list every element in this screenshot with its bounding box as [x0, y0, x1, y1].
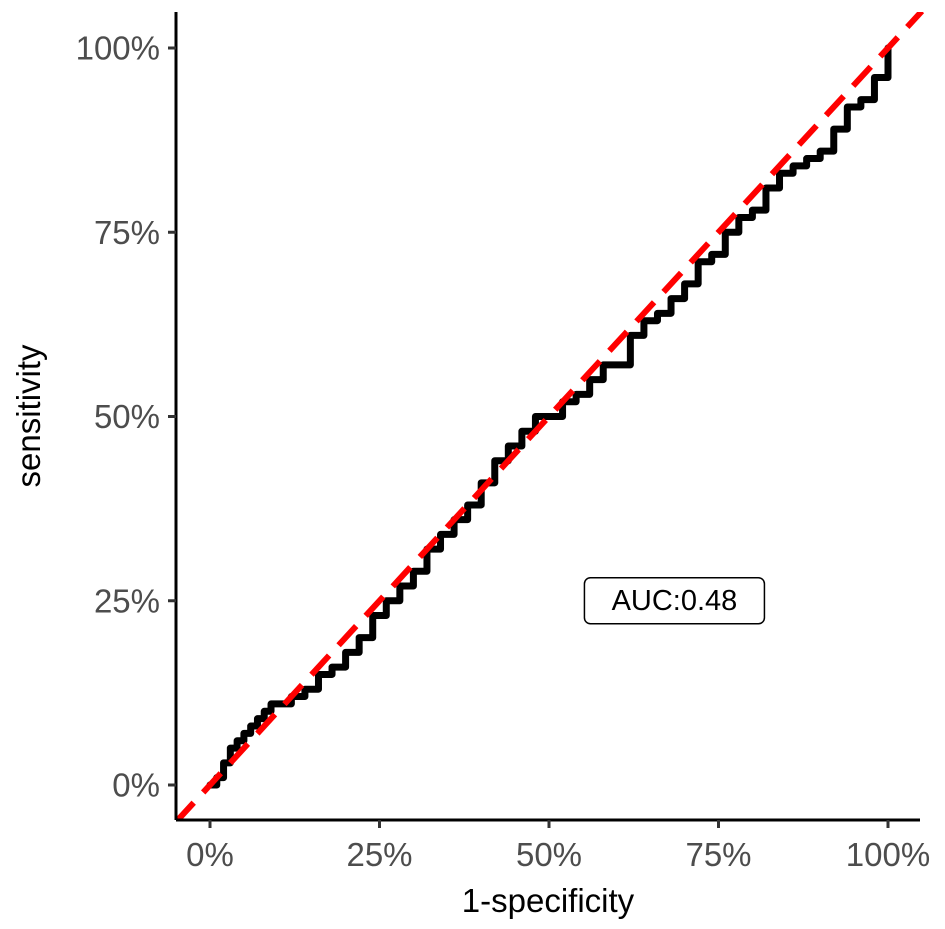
reference-diagonal-line [176, 12, 925, 820]
y-tick-label: 0% [112, 767, 160, 804]
y-tick-label: 100% [76, 30, 160, 67]
y-axis: 0% 25% 50% 75% 100% [76, 12, 178, 820]
plot-area [176, 12, 925, 820]
x-ticks: 0% 25% 50% 75% 100% [186, 820, 930, 873]
x-tick-label: 0% [186, 836, 234, 873]
y-ticks: 0% 25% 50% 75% 100% [76, 30, 176, 804]
auc-annotation-text: AUC:0.48 [612, 585, 738, 617]
x-tick-label: 25% [346, 836, 412, 873]
y-axis-title: sensitivity [10, 344, 47, 488]
x-tick-label: 75% [685, 836, 751, 873]
y-tick-label: 25% [94, 582, 160, 619]
y-tick-label: 75% [94, 214, 160, 251]
auc-annotation-box [583, 577, 766, 625]
y-tick-label: 50% [94, 398, 160, 435]
x-tick-label: 100% [846, 836, 930, 873]
x-axis-title: 1-specificity [462, 882, 635, 919]
x-axis: 0% 25% 50% 75% 100% [176, 818, 930, 873]
auc-annotation: AUC:0.48 [583, 577, 766, 625]
x-tick-label: 50% [516, 836, 582, 873]
roc-curve-line [206, 44, 892, 789]
